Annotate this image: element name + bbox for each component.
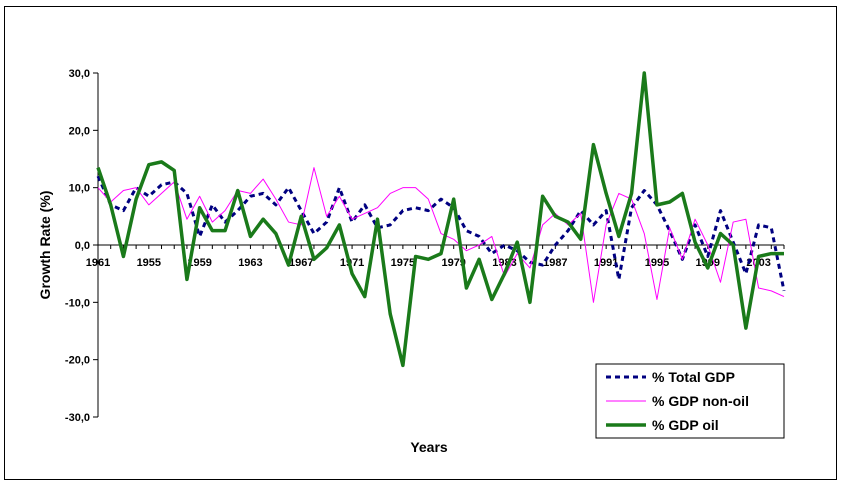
y-tick-label: 10,0: [69, 183, 90, 195]
y-tick-label: 0,0: [75, 240, 90, 252]
y-tick-label: -20,0: [65, 355, 90, 367]
x-tick-label: 1967: [289, 257, 313, 269]
x-tick-label: 1961: [86, 257, 110, 269]
legend-label-1: % GDP non-oil: [652, 393, 749, 409]
x-tick-label: 1955: [137, 257, 161, 269]
x-axis-title: Years: [410, 439, 448, 455]
series-line-1: [97, 167, 785, 303]
y-tick-label: 30,0: [69, 68, 90, 80]
y-tick-label: 20,0: [69, 125, 90, 137]
y-tick-label: -30,0: [65, 412, 90, 424]
series-line-2: [96, 71, 784, 368]
x-tick-label: 1987: [543, 257, 567, 269]
y-tick-label: -10,0: [65, 297, 90, 309]
x-tick-label: 1975: [391, 257, 415, 269]
y-axis-title: Growth Rate (%): [37, 191, 53, 300]
x-tick-label: 1995: [645, 257, 669, 269]
series-line-0: [96, 175, 786, 292]
legend-label-2: % GDP oil: [652, 417, 719, 433]
x-tick-label: 1983: [492, 257, 516, 269]
x-tick-label: 1979: [441, 257, 465, 269]
legend-label-0: % Total GDP: [652, 369, 735, 385]
x-tick-label: 1959: [187, 257, 211, 269]
x-tick-label: 1971: [340, 257, 364, 269]
x-tick-label: 1963: [238, 257, 262, 269]
